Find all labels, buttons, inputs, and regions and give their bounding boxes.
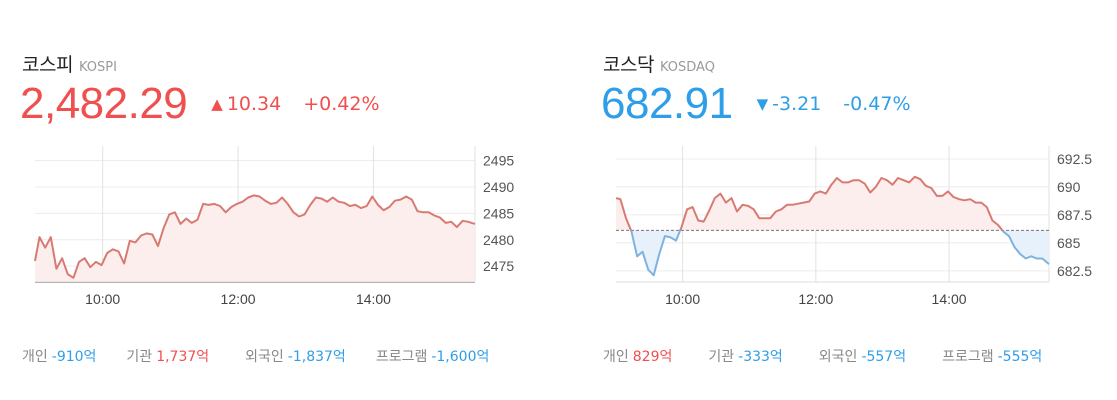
- price-change: ▼ -3.21: [757, 93, 822, 115]
- investor-label: 프로그램: [942, 349, 994, 365]
- y-tick-label: 2475: [483, 258, 514, 274]
- y-tick-label: 2490: [483, 179, 514, 195]
- investor-item: 개인 829억: [603, 346, 672, 366]
- investor-label: 개인: [603, 349, 629, 365]
- series-line-up: [34, 194, 476, 279]
- kosdaq-panel: 코스닥 KOSDAQ 682.91 ▼ -3.21 -0.47% 682.5 68…: [581, 0, 1117, 400]
- x-tick-label: 10:00: [85, 291, 120, 307]
- price-change: ▲ 10.34: [211, 93, 281, 115]
- triangle-down-icon: ▼: [756, 95, 769, 113]
- investor-summary: 개인 829억 기관 -333억 외국인 -557억 프로그램 -555억: [603, 346, 1042, 366]
- investor-value: -1,837억: [287, 349, 346, 365]
- x-tick-label: 12:00: [221, 291, 256, 307]
- investor-item: 외국인 -1,837억: [245, 346, 346, 366]
- investor-label: 외국인: [818, 349, 858, 365]
- kospi-chart: 2475 2480 2485 2490 2495 10:00 12:00 14:00: [0, 130, 540, 310]
- y-tick-label: 2495: [483, 153, 514, 169]
- x-tick-label: 12:00: [798, 291, 833, 307]
- change-value: -3.21: [772, 93, 822, 115]
- index-name: 코스닥 KOSDAQ: [603, 50, 715, 77]
- index-name: 코스피 KOSPI: [22, 50, 117, 77]
- change-rate: +0.42%: [303, 93, 380, 115]
- kospi-panel: 코스피 KOSPI 2,482.29 ▲ 10.34 +0.42% 2475 24…: [0, 0, 540, 400]
- y-tick-label: 687.5: [1057, 207, 1092, 223]
- investor-value: -910억: [51, 349, 97, 365]
- investor-value: 1,737억: [156, 349, 210, 365]
- y-tick-label: 2485: [483, 205, 514, 221]
- kosdaq-line-chart: 682.5 685 687.5 690 692.5 10:00 12:00 14:00: [615, 146, 1092, 307]
- index-name-korean: 코스닥: [603, 54, 654, 76]
- kospi-line-chart: 2475 2480 2485 2490 2495 10:00 12:00 14:00: [34, 146, 514, 307]
- index-name-english: KOSPI: [78, 60, 117, 75]
- change-rate: -0.47%: [843, 93, 911, 115]
- investor-label: 기관: [126, 349, 153, 365]
- investor-label: 기관: [708, 349, 735, 365]
- investor-label: 프로그램: [375, 349, 428, 365]
- x-tick-label: 10:00: [665, 291, 700, 307]
- investor-value: -333억: [738, 349, 783, 365]
- index-price: 2,482.29: [20, 79, 188, 128]
- investor-item: 외국인 -557억: [819, 346, 906, 366]
- investor-summary: 개인 -910억 기관 1,737억 외국인 -1,837억 프로그램 -1,600억: [22, 346, 489, 366]
- area-above-baseline: [616, 176, 1003, 231]
- investor-value: 829억: [632, 349, 673, 365]
- change-value: 10.34: [226, 93, 282, 115]
- index-price: 682.91: [601, 79, 733, 128]
- investor-value: -557억: [861, 349, 907, 365]
- triangle-up-icon: ▲: [211, 95, 223, 113]
- investor-item: 프로그램 -555억: [942, 346, 1042, 366]
- y-tick-label: 692.5: [1057, 151, 1092, 167]
- series-line-up: [615, 175, 1004, 231]
- investor-value: -1,600억: [431, 349, 490, 365]
- area-above-baseline: [35, 195, 475, 283]
- y-tick-label: 682.5: [1057, 263, 1092, 279]
- kosdaq-chart: 682.5 685 687.5 690 692.5 10:00 12:00 14:00: [581, 130, 1117, 310]
- investor-label: 개인: [22, 349, 48, 365]
- investor-value: -555억: [997, 349, 1043, 365]
- x-tick-label: 14:00: [356, 291, 391, 307]
- y-tick-label: 690: [1057, 179, 1081, 195]
- area-below-baseline: [616, 230, 1049, 276]
- index-name-korean: 코스피: [22, 54, 73, 76]
- price-row: 2,482.29 ▲ 10.34 +0.42%: [20, 80, 380, 128]
- y-tick-label: 2480: [483, 232, 514, 248]
- investor-item: 프로그램 -1,600억: [376, 346, 490, 366]
- investor-item: 기관 -333억: [708, 346, 782, 366]
- price-row: 682.91 ▼ -3.21 -0.47%: [601, 80, 911, 128]
- investor-item: 기관 1,737억: [126, 346, 209, 366]
- investor-label: 외국인: [245, 349, 284, 365]
- investor-item: 개인 -910억: [22, 346, 96, 366]
- index-name-english: KOSDAQ: [659, 60, 715, 75]
- x-tick-label: 14:00: [932, 291, 967, 307]
- y-tick-label: 685: [1057, 235, 1081, 251]
